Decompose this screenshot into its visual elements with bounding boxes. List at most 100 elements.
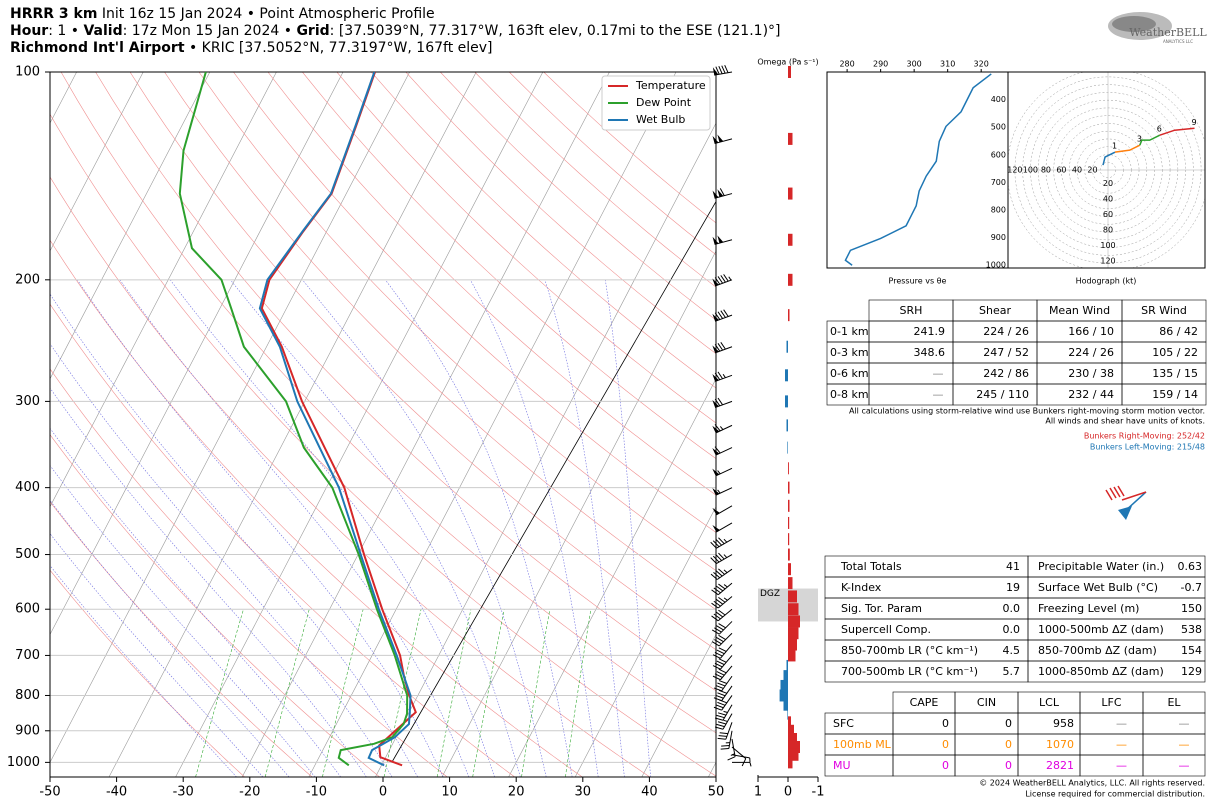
dry-adiabat xyxy=(267,72,716,496)
barb-full xyxy=(711,641,720,647)
barb-full xyxy=(715,585,724,592)
omega-bar xyxy=(788,577,793,590)
header-part: HRRR 3 km xyxy=(10,6,97,22)
row-label: MU xyxy=(833,759,851,772)
table-value: — xyxy=(1179,759,1190,772)
index-label: Freezing Level (m) xyxy=(1038,602,1139,615)
hodo-segment xyxy=(1139,134,1161,146)
barb-half xyxy=(723,554,728,558)
moist-adiabat xyxy=(50,427,341,777)
ring-label: 100 xyxy=(1100,241,1115,250)
barb-full xyxy=(715,684,724,689)
barb-full xyxy=(717,343,724,351)
barb-full xyxy=(717,737,726,740)
ring-label: 60 xyxy=(1103,210,1113,219)
omega-bar xyxy=(788,309,790,322)
ring-label: 40 xyxy=(1103,195,1113,204)
barb-half xyxy=(723,584,728,588)
index-value: 0.63 xyxy=(1178,560,1203,573)
wind-barb xyxy=(712,309,733,322)
barb-flag xyxy=(712,507,720,515)
barb-flag xyxy=(712,278,719,286)
table-value: 0 xyxy=(942,717,949,730)
barb-full xyxy=(716,723,725,728)
barb-full xyxy=(714,372,721,381)
ring-label: 80 xyxy=(1103,226,1113,235)
x-tick-label: 10 xyxy=(441,785,458,800)
barb-full xyxy=(718,647,727,652)
index-value: 41 xyxy=(1006,560,1020,573)
wind-barb xyxy=(712,274,733,287)
wind-barb xyxy=(711,632,733,647)
wind-barb xyxy=(712,64,733,76)
omega-bar xyxy=(788,756,793,769)
isotherm xyxy=(50,72,344,636)
barb-flag xyxy=(712,373,719,382)
omega-bar xyxy=(787,707,788,720)
bunkers-note: Bunkers Right-Moving: 252/42 xyxy=(1084,432,1205,441)
barb-full xyxy=(721,745,730,747)
header-part: Grid xyxy=(296,23,329,39)
ring-label: 40 xyxy=(1072,166,1082,175)
panel-caption: Hodograph (kt) xyxy=(1076,277,1137,286)
barb-full xyxy=(721,65,726,74)
omega-bar xyxy=(780,679,788,692)
wind-barb xyxy=(731,754,751,763)
moist-adiabat xyxy=(50,533,264,777)
table-value: — xyxy=(1116,759,1127,772)
x-tick-label: 40 xyxy=(641,785,658,800)
barb-flag xyxy=(712,313,719,322)
barb-flag xyxy=(712,525,720,532)
barb-full xyxy=(710,573,718,580)
barb-full xyxy=(718,634,726,641)
table-value: 224 / 26 xyxy=(983,325,1029,338)
barb-staff xyxy=(715,424,733,434)
index-value: 19 xyxy=(1006,581,1020,594)
column-header: SRH xyxy=(900,304,923,317)
column-header: LCL xyxy=(1039,696,1060,709)
column-header: EL xyxy=(1167,696,1181,709)
background-lines xyxy=(50,72,716,777)
omega-bar xyxy=(788,563,791,576)
header-part: Richmond Int'l Airport xyxy=(10,40,185,56)
barb-full xyxy=(716,671,725,676)
barb-full xyxy=(713,587,721,594)
barb-full xyxy=(724,64,729,73)
barb-full xyxy=(716,660,725,666)
index-label: 1000-850mb ΔZ (dam) xyxy=(1038,665,1164,678)
table-value: 2821 xyxy=(1046,759,1074,772)
barb-half xyxy=(723,719,728,722)
barb-full xyxy=(717,701,726,706)
omega-bar xyxy=(788,273,793,286)
wind-barb xyxy=(712,665,733,681)
wind-barb xyxy=(711,596,733,609)
barb-full xyxy=(715,554,722,561)
barb-full xyxy=(718,658,727,663)
height-label: 6 xyxy=(1157,125,1162,134)
barb-full xyxy=(717,712,727,716)
wind-barb xyxy=(710,552,733,564)
mixing-ratio xyxy=(264,609,310,777)
isotherm xyxy=(50,72,410,764)
barb-full xyxy=(714,446,721,454)
mixing-ratio xyxy=(472,609,505,777)
barb-full xyxy=(718,735,727,737)
barb-full xyxy=(717,721,727,725)
panel-frame xyxy=(1007,71,1206,269)
barb-full xyxy=(712,654,721,659)
x-tick-label: 30 xyxy=(575,785,592,800)
dry-adiabat xyxy=(50,176,650,777)
isotherm xyxy=(241,72,610,777)
moist-adiabat xyxy=(470,279,599,777)
omega-bar xyxy=(788,748,799,761)
height-label: 1 xyxy=(1112,142,1117,151)
barb-full xyxy=(712,665,721,670)
legend-label: Temperature xyxy=(635,79,706,92)
barb-full xyxy=(718,623,726,629)
barb-full xyxy=(719,732,728,735)
height-label: 9 xyxy=(1192,118,1197,127)
index-label: 850-700mb LR (°C km⁻¹) xyxy=(841,644,978,657)
legend-box xyxy=(601,75,711,131)
note: All winds and shear have units of knots. xyxy=(1045,417,1205,426)
